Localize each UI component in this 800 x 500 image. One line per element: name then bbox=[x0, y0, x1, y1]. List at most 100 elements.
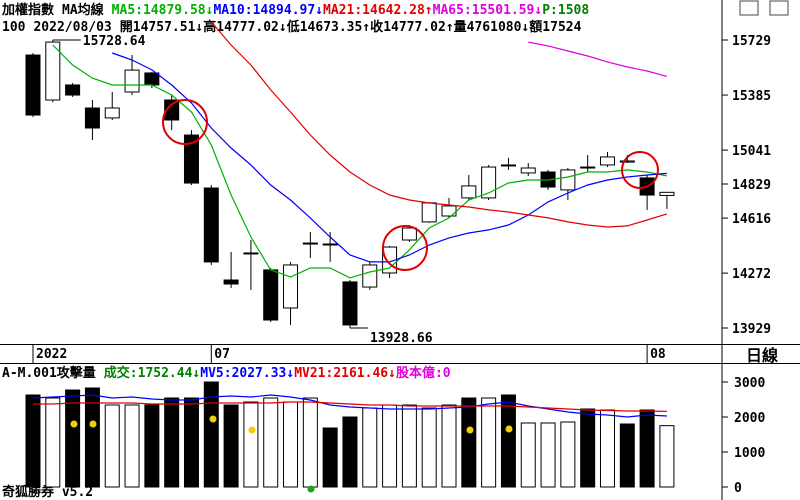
signal-dot bbox=[89, 420, 97, 428]
line-series bbox=[528, 41, 668, 77]
header-item: P: bbox=[542, 3, 558, 18]
header-item: MA21: bbox=[323, 3, 362, 18]
window-button[interactable] bbox=[739, 0, 759, 16]
volume-bar bbox=[441, 404, 457, 488]
candle-body bbox=[659, 191, 675, 196]
quote-header: 100 2022/08/03 開14757.51↓高14777.02↓低14673.… bbox=[2, 19, 582, 35]
candle-body bbox=[183, 134, 199, 184]
volume-bar bbox=[65, 389, 81, 488]
volume-bar bbox=[25, 394, 41, 488]
header-item: MV21: bbox=[294, 366, 333, 381]
highlight-circle bbox=[621, 151, 659, 189]
header-item: 高 bbox=[203, 19, 216, 35]
header-item: 0 bbox=[443, 366, 451, 381]
volume-bar bbox=[183, 397, 199, 488]
x-tick-label: 07 bbox=[214, 347, 230, 362]
candle-body bbox=[25, 54, 41, 116]
header-item: 股本億: bbox=[396, 365, 443, 381]
signal-dot bbox=[70, 420, 78, 428]
signal-dot bbox=[248, 426, 256, 434]
header-item: 2027.33 bbox=[232, 366, 287, 381]
volume-bar bbox=[263, 397, 279, 488]
header-item: 1752.44 bbox=[138, 366, 193, 381]
y-tick-label: 14616 bbox=[732, 212, 771, 227]
line-series bbox=[210, 21, 668, 228]
volume-bar bbox=[599, 409, 615, 488]
highlight-circle bbox=[162, 99, 208, 145]
header-item: 量 bbox=[454, 20, 467, 35]
marks: 13929 14272 14616 14829 15041 15385 15729 0 1000… bbox=[25, 21, 771, 496]
volume-bar bbox=[382, 404, 398, 488]
header-item: A-M.001攻擊量 bbox=[2, 365, 96, 381]
header-item: 14879.58 bbox=[143, 3, 206, 18]
window-button[interactable] bbox=[769, 0, 789, 16]
header-item: MA5: bbox=[112, 3, 143, 18]
candle-body bbox=[421, 202, 437, 223]
y-tick-label: 13929 bbox=[732, 322, 771, 337]
header-item: 加權指數 bbox=[1, 2, 54, 18]
candle-body bbox=[500, 164, 516, 167]
candle-body bbox=[481, 166, 497, 199]
volume-bar bbox=[45, 397, 61, 488]
candle-body bbox=[342, 281, 358, 326]
volume-bar bbox=[421, 407, 437, 488]
header-item: 額 bbox=[528, 19, 542, 35]
header-item: ↑ bbox=[446, 20, 454, 35]
volume-bar bbox=[461, 397, 477, 488]
volume-bar bbox=[619, 423, 635, 488]
header-item: ↑ bbox=[362, 20, 370, 35]
volume-bar bbox=[104, 404, 120, 488]
header-item: 2022/08/03 bbox=[33, 20, 111, 35]
header-item: 開 bbox=[120, 20, 133, 35]
header-item: MA均線 bbox=[62, 2, 105, 18]
volume-bar bbox=[659, 425, 675, 488]
header-item: 14642.28 bbox=[362, 3, 425, 18]
candle-body bbox=[401, 227, 417, 241]
candle-body bbox=[322, 243, 338, 246]
volume-bar bbox=[342, 416, 358, 488]
header-item: 低 bbox=[286, 19, 300, 35]
line-series bbox=[52, 44, 668, 279]
candle-body bbox=[45, 41, 61, 101]
header-item: 1508 bbox=[558, 3, 589, 18]
volume-bar bbox=[223, 404, 239, 488]
candle-body bbox=[144, 72, 160, 86]
candle-body bbox=[283, 264, 299, 309]
candle-body bbox=[243, 252, 259, 255]
header-item: ↓ bbox=[195, 20, 203, 35]
candle-body bbox=[223, 279, 239, 285]
header-item: ↓ bbox=[206, 3, 214, 18]
header-item: ↓ bbox=[534, 3, 542, 18]
max-annotation: 15728.64 bbox=[83, 34, 146, 49]
header-item: 14777.02 bbox=[216, 20, 279, 35]
candle-body bbox=[441, 205, 457, 217]
header-item: MV5: bbox=[200, 366, 231, 381]
volume-bar bbox=[500, 394, 516, 488]
header-item: ↓ bbox=[286, 366, 294, 381]
volume-bar bbox=[540, 422, 556, 488]
header-item: ↓ bbox=[315, 3, 323, 18]
volume-bar bbox=[639, 409, 655, 488]
signal-dot bbox=[307, 485, 315, 493]
header-item: 14673.35 bbox=[300, 20, 363, 35]
header-item: ↓ bbox=[388, 366, 396, 381]
candle-body bbox=[580, 166, 596, 169]
volume-bar bbox=[144, 404, 160, 488]
line-series bbox=[32, 394, 667, 418]
signal-dot bbox=[505, 425, 513, 433]
volume-bar bbox=[203, 381, 219, 488]
y-tick-label: 15385 bbox=[732, 89, 771, 104]
signal-dot bbox=[209, 415, 217, 423]
y-tick-label: 2000 bbox=[734, 411, 765, 426]
volume-bar bbox=[322, 427, 338, 488]
candle-body bbox=[124, 69, 140, 93]
volume-bar bbox=[401, 404, 417, 488]
header-item: 15501.59 bbox=[472, 3, 535, 18]
header-item: 100 bbox=[2, 20, 26, 35]
header-item: ↓ bbox=[192, 366, 200, 381]
signal-dot bbox=[466, 426, 474, 434]
header-item: 17524 bbox=[542, 20, 581, 35]
y-tick-label: 14829 bbox=[732, 178, 771, 193]
